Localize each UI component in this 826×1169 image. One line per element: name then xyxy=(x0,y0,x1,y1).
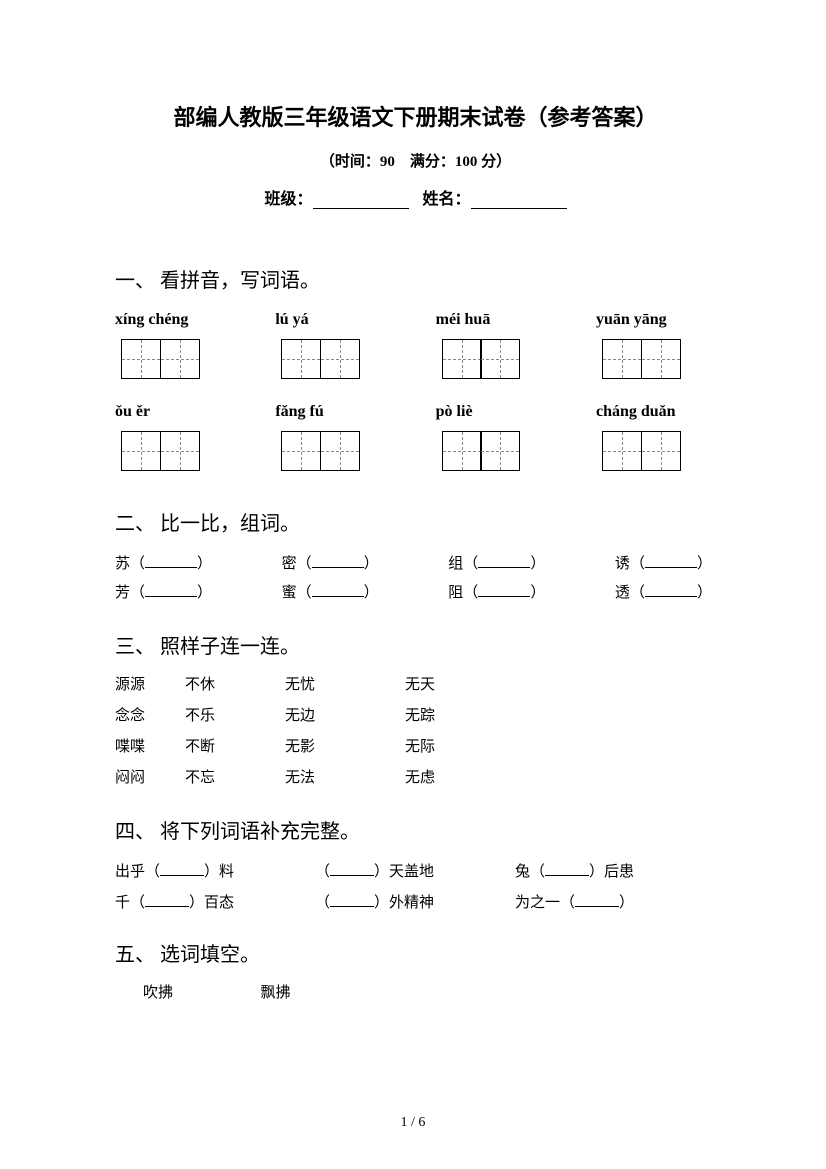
fill-blank[interactable] xyxy=(545,862,589,876)
name-label: 姓名： xyxy=(423,185,471,209)
word-choice: 飘拂 xyxy=(261,985,291,1001)
match-cell: 无虑 xyxy=(405,766,505,787)
char-write-box[interactable] xyxy=(442,339,556,379)
fill-blank[interactable] xyxy=(575,893,619,907)
fill-blank[interactable] xyxy=(145,554,197,568)
fill-item: 千（）百态 xyxy=(115,891,315,912)
compare-item: 阻（） xyxy=(448,581,545,602)
fill-blank[interactable] xyxy=(312,583,364,597)
section-1-head: 一、 看拼音，写词语。 xyxy=(115,264,716,293)
match-cell: 源源 xyxy=(115,673,185,694)
class-label: 班级： xyxy=(264,185,312,209)
compare-row: 芳（） 蜜（） 阻（） 透（） xyxy=(115,581,716,602)
char-write-box[interactable] xyxy=(602,431,716,471)
match-cell: 闷闷 xyxy=(115,766,185,787)
pinyin-label: pò liè xyxy=(436,403,556,421)
match-cell: 无踪 xyxy=(405,704,505,725)
class-blank[interactable] xyxy=(313,193,409,209)
fill-item: 出乎（）料 xyxy=(115,860,315,881)
fill-blank[interactable] xyxy=(478,583,530,597)
fill-row: 千（）百态 （）外精神 为之一（） xyxy=(115,891,716,912)
pinyin-label: méi huā xyxy=(436,311,556,329)
pinyin-label: ǒu ěr xyxy=(115,403,235,421)
match-cell: 无天 xyxy=(405,673,505,694)
pinyin-block-row-2: ǒu ěr fǎng fú pò liè cháng duǎn xyxy=(115,403,716,471)
char-write-box[interactable] xyxy=(121,431,235,471)
char-write-box[interactable] xyxy=(281,431,395,471)
page-number: 1 / 6 xyxy=(0,1115,826,1131)
pinyin-item: lú yá xyxy=(275,311,395,379)
match-cell: 念念 xyxy=(115,704,185,725)
compare-item: 组（） xyxy=(448,552,545,573)
pinyin-item: cháng duǎn xyxy=(596,403,716,471)
match-cell: 无忧 xyxy=(285,673,405,694)
match-cell: 不乐 xyxy=(185,704,285,725)
section-3-head: 三、 照样子连一连。 xyxy=(115,630,716,659)
fill-blank[interactable] xyxy=(160,862,204,876)
pinyin-item: yuān yāng xyxy=(596,311,716,379)
char-write-box[interactable] xyxy=(602,339,716,379)
fill-blank[interactable] xyxy=(145,893,189,907)
compare-item: 蜜（） xyxy=(282,581,379,602)
fill-item: 为之一（） xyxy=(515,891,715,912)
fill-blank[interactable] xyxy=(330,893,374,907)
section-5-head: 五、 选词填空。 xyxy=(115,938,716,967)
pinyin-label: xíng chéng xyxy=(115,311,235,329)
compare-item: 密（） xyxy=(282,552,379,573)
fill-blank[interactable] xyxy=(478,554,530,568)
match-cell: 无影 xyxy=(285,735,405,756)
pinyin-item: xíng chéng xyxy=(115,311,235,379)
fill-blank[interactable] xyxy=(312,554,364,568)
word-choice: 吹拂 xyxy=(143,985,173,1001)
pinyin-item: pò liè xyxy=(436,403,556,471)
pinyin-label: cháng duǎn xyxy=(596,403,716,421)
char-write-box[interactable] xyxy=(121,339,235,379)
fill-row: 出乎（）料 （）天盖地 兔（）后患 xyxy=(115,860,716,881)
compare-item: 芳（） xyxy=(115,581,212,602)
match-cell: 无法 xyxy=(285,766,405,787)
fill-blank[interactable] xyxy=(645,554,697,568)
match-grid: 源源 不休 无忧 无天 念念 不乐 无边 无踪 喋喋 不断 无影 无际 闷闷 不… xyxy=(115,673,716,787)
fill-item: （）外精神 xyxy=(315,891,515,912)
compare-row: 苏（） 密（） 组（） 诱（） xyxy=(115,552,716,573)
char-write-box[interactable] xyxy=(281,339,395,379)
pinyin-label: yuān yāng xyxy=(596,311,716,329)
fill-blank[interactable] xyxy=(145,583,197,597)
compare-item: 透（） xyxy=(615,581,712,602)
match-cell: 不休 xyxy=(185,673,285,694)
pinyin-row: xíng chéng lú yá méi huā yuān yāng xyxy=(115,311,716,379)
pinyin-item: fǎng fú xyxy=(275,403,395,471)
pinyin-label: fǎng fú xyxy=(275,403,395,421)
compare-item: 诱（） xyxy=(615,552,712,573)
match-cell: 无边 xyxy=(285,704,405,725)
pinyin-label: lú yá xyxy=(275,311,395,329)
student-info-line: 班级： 姓名： xyxy=(115,185,716,209)
match-cell: 不断 xyxy=(185,735,285,756)
match-cell: 喋喋 xyxy=(115,735,185,756)
fill-item: （）天盖地 xyxy=(315,860,515,881)
exam-subtitle: （时间：90 满分：100 分） xyxy=(115,150,716,171)
exam-title: 部编人教版三年级语文下册期末试卷（参考答案） xyxy=(115,100,716,132)
pinyin-item: méi huā xyxy=(436,311,556,379)
pinyin-row: ǒu ěr fǎng fú pò liè cháng duǎn xyxy=(115,403,716,471)
pinyin-item: ǒu ěr xyxy=(115,403,235,471)
match-cell: 不忘 xyxy=(185,766,285,787)
fill-blank[interactable] xyxy=(645,583,697,597)
char-write-box[interactable] xyxy=(442,431,556,471)
fill-item: 兔（）后患 xyxy=(515,860,715,881)
fill-blank[interactable] xyxy=(330,862,374,876)
section-2-head: 二、 比一比，组词。 xyxy=(115,507,716,536)
word-choices: 吹拂 飘拂 xyxy=(115,981,716,1002)
match-cell: 无际 xyxy=(405,735,505,756)
section-4-head: 四、 将下列词语补充完整。 xyxy=(115,815,716,844)
name-blank[interactable] xyxy=(471,193,567,209)
compare-item: 苏（） xyxy=(115,552,212,573)
pinyin-block-row-1: xíng chéng lú yá méi huā yuān yāng xyxy=(115,311,716,379)
